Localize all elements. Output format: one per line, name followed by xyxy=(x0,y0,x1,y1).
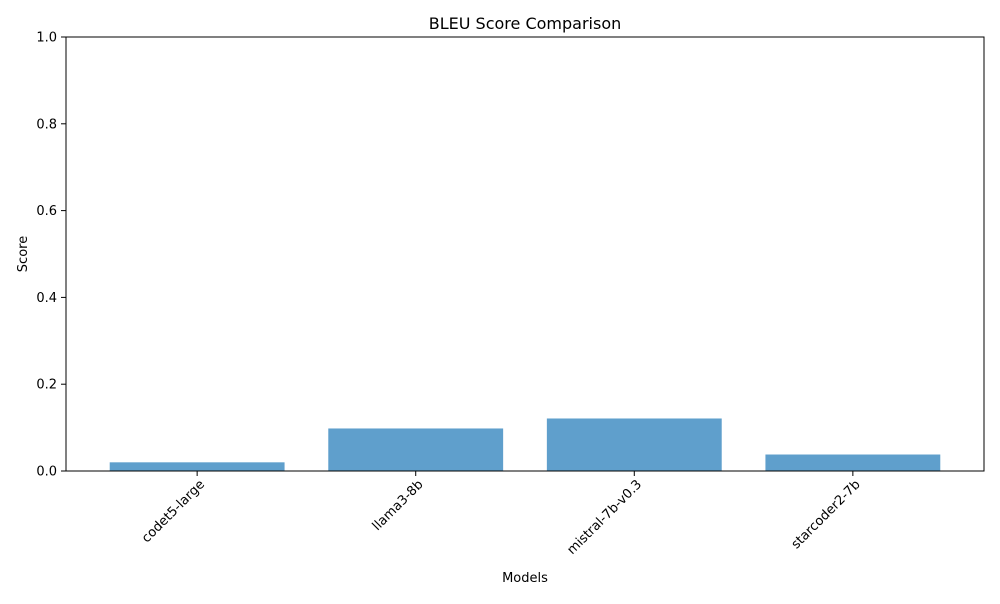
chart-title: BLEU Score Comparison xyxy=(429,14,622,33)
y-axis-ticks: 0.0 0.2 0.4 0.6 0.8 1.0 xyxy=(36,31,66,480)
bar-codet5-large xyxy=(109,462,285,471)
bar-starcoder2-7b xyxy=(765,454,941,471)
plot-frame xyxy=(65,36,985,472)
y-tick-label: 0.8 xyxy=(36,117,57,132)
y-tick-label: 0.6 xyxy=(36,204,57,219)
x-tick-label: mistral-7b-v0.3 xyxy=(565,477,646,558)
y-tick-label: 0.0 xyxy=(36,465,57,480)
x-tick-label: llama3-8b xyxy=(370,477,427,534)
x-axis-ticks: codet5-large llama3-8b mistral-7b-v0.3 star… xyxy=(139,471,864,558)
x-tick-label: codet5-large xyxy=(139,477,208,546)
y-tick-label: 0.4 xyxy=(36,291,57,306)
bar-mistral-7b-v0.3 xyxy=(546,418,722,471)
bar-llama3-8b xyxy=(328,428,504,471)
bars-layer xyxy=(109,418,941,471)
y-tick-label: 0.2 xyxy=(36,378,57,393)
y-tick-label: 1.0 xyxy=(36,31,57,46)
x-axis-label: Models xyxy=(502,571,548,586)
x-tick-label: starcoder2-7b xyxy=(789,477,864,552)
y-axis-label: Score xyxy=(16,236,31,272)
